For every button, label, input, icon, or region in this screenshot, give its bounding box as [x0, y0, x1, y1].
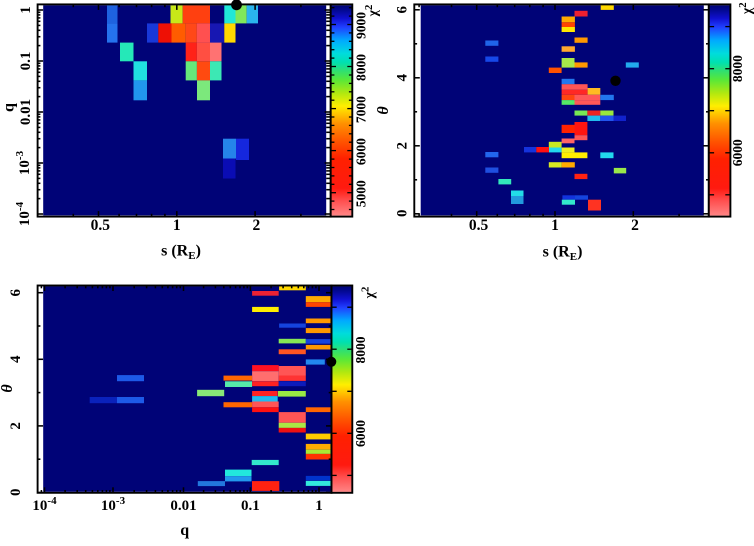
svg-text:6000: 6000	[353, 420, 368, 447]
svg-text:q: q	[180, 522, 189, 539]
svg-text:6: 6	[8, 288, 24, 296]
svg-text:1: 1	[173, 217, 181, 234]
svg-text:2: 2	[395, 142, 411, 150]
svg-text:1: 1	[551, 217, 559, 234]
svg-text:8000: 8000	[353, 336, 368, 363]
svg-text:1: 1	[18, 6, 34, 14]
svg-text:0.1: 0.1	[241, 498, 260, 514]
svg-text:2: 2	[631, 217, 639, 234]
svg-text:4: 4	[395, 74, 411, 82]
svg-text:2: 2	[8, 422, 24, 430]
svg-text:0.5: 0.5	[91, 217, 111, 234]
svg-text:6: 6	[395, 6, 411, 14]
svg-text:8000: 8000	[730, 55, 745, 82]
svg-text:1: 1	[315, 498, 323, 514]
svg-text:6000: 6000	[730, 139, 745, 166]
svg-text:s (RE): s (RE)	[161, 243, 201, 263]
svg-text:2: 2	[253, 217, 261, 234]
svg-text:θ: θ	[375, 106, 392, 115]
svg-text:9000: 9000	[354, 12, 369, 39]
svg-text:5000: 5000	[354, 180, 369, 207]
svg-text:θ: θ	[0, 384, 16, 393]
svg-text:7000: 7000	[354, 96, 369, 123]
svg-text:0: 0	[395, 209, 411, 217]
svg-text:q: q	[0, 103, 17, 112]
svg-text:0.01: 0.01	[18, 99, 34, 125]
svg-text:6000: 6000	[354, 138, 369, 165]
svg-text:0: 0	[8, 489, 24, 497]
svg-text:8000: 8000	[354, 54, 369, 81]
svg-text:s (RE): s (RE)	[543, 244, 583, 264]
svg-text:0.01: 0.01	[170, 498, 196, 514]
svg-text:0.5: 0.5	[469, 217, 489, 234]
svg-text:4: 4	[8, 355, 24, 363]
svg-text:0.1: 0.1	[18, 52, 34, 71]
